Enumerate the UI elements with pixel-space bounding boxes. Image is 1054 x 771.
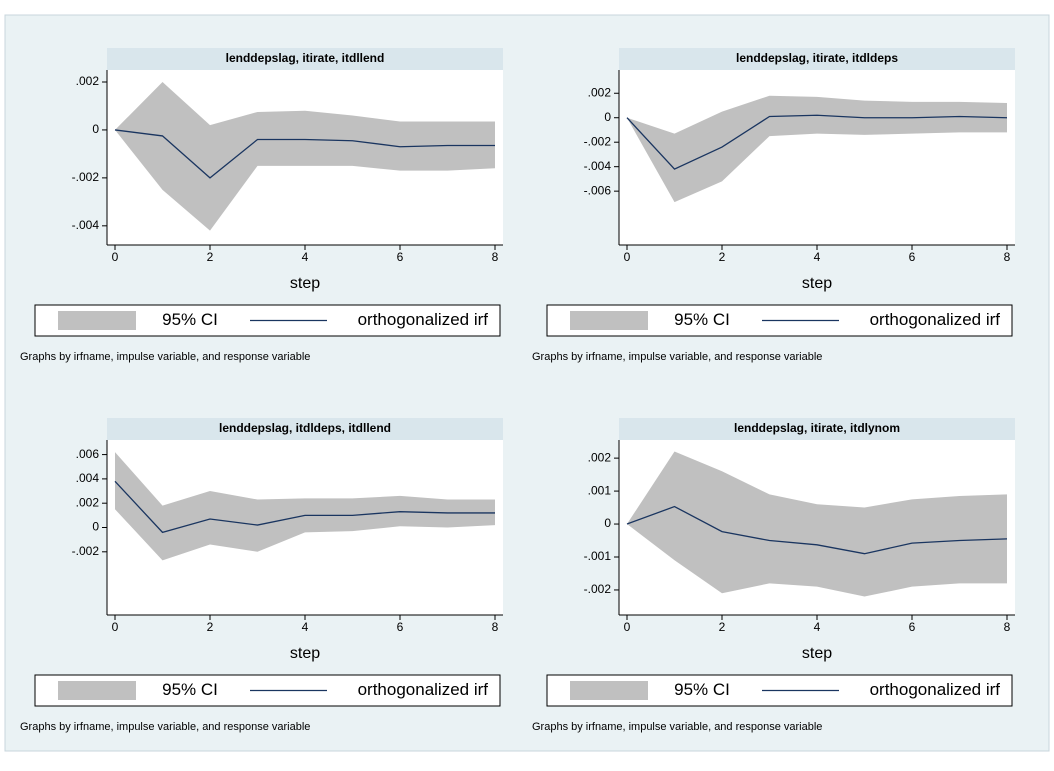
x-tick-label: 6 xyxy=(909,620,916,634)
panel-strip xyxy=(619,418,1015,440)
ci-band xyxy=(115,81,495,231)
x-tick-label: 4 xyxy=(814,620,821,634)
panel-strip xyxy=(107,48,503,70)
x-tick-label: 2 xyxy=(719,620,726,634)
y-tick-label: .002 xyxy=(76,495,100,509)
x-tick-label: 8 xyxy=(492,620,499,634)
x-axis-label: step xyxy=(802,275,832,292)
x-tick-label: 8 xyxy=(1004,250,1011,264)
panel-title: lenddepslag, itirate, itdlynom xyxy=(734,421,900,435)
legend-label: orthogonalized irf xyxy=(870,680,1001,699)
ci-band xyxy=(115,452,495,561)
legend-label: orthogonalized irf xyxy=(358,680,489,699)
y-tick-label: .002 xyxy=(588,450,612,464)
y-tick-label: .002 xyxy=(588,85,612,99)
y-tick-label: .002 xyxy=(76,74,100,88)
x-tick-label: 0 xyxy=(112,620,119,634)
y-tick-label: .001 xyxy=(588,483,612,497)
x-tick-label: 0 xyxy=(112,250,119,264)
y-tick-label: -.002 xyxy=(584,134,612,148)
x-tick-label: 8 xyxy=(492,250,499,264)
y-tick-label: 0 xyxy=(92,520,99,534)
x-tick-label: 2 xyxy=(207,620,214,634)
x-tick-label: 6 xyxy=(909,250,916,264)
panel-strip xyxy=(619,48,1015,70)
y-tick-label: -.002 xyxy=(584,582,612,596)
x-tick-label: 0 xyxy=(624,620,631,634)
y-tick-label: .004 xyxy=(76,471,100,485)
legend-label: orthogonalized irf xyxy=(358,310,489,329)
y-tick-label: -.006 xyxy=(584,183,612,197)
x-tick-label: 2 xyxy=(207,250,214,264)
note: Graphs by irfname, impulse variable, and… xyxy=(20,351,310,363)
y-tick-label: -.004 xyxy=(584,159,612,173)
x-tick-label: 2 xyxy=(719,250,726,264)
note: Graphs by irfname, impulse variable, and… xyxy=(532,721,822,733)
irf-line xyxy=(114,129,495,179)
note: Graphs by irfname, impulse variable, and… xyxy=(20,721,310,733)
irf-line xyxy=(626,505,1008,555)
legend-label: 95% CI xyxy=(674,680,730,699)
legend-label: 95% CI xyxy=(162,310,218,329)
y-tick-label: -.002 xyxy=(72,544,100,558)
irf-line xyxy=(626,114,1008,170)
legend-swatch xyxy=(58,681,136,700)
note: Graphs by irfname, impulse variable, and… xyxy=(532,351,822,363)
x-axis-label: step xyxy=(290,645,320,662)
legend-label: 95% CI xyxy=(674,310,730,329)
legend-label: 95% CI xyxy=(162,680,218,699)
irf-line xyxy=(114,480,495,534)
x-tick-label: 4 xyxy=(302,250,309,264)
x-tick-label: 8 xyxy=(1004,620,1011,634)
panel-title: lenddepslag, itirate, itdllend xyxy=(226,51,385,65)
y-tick-label: 0 xyxy=(604,110,611,124)
legend-swatch xyxy=(58,311,136,330)
x-tick-label: 4 xyxy=(302,620,309,634)
y-tick-label: -.002 xyxy=(72,170,100,184)
ci-band xyxy=(627,451,1007,597)
y-tick-label: 0 xyxy=(604,516,611,530)
legend-label: orthogonalized irf xyxy=(870,310,1001,329)
x-axis-label: step xyxy=(290,275,320,292)
y-tick-label: 0 xyxy=(92,122,99,136)
y-tick-label: -.004 xyxy=(72,218,100,232)
x-tick-label: 4 xyxy=(814,250,821,264)
y-tick-label: -.001 xyxy=(584,549,612,563)
x-axis-label: step xyxy=(802,645,832,662)
panel-title: lenddepslag, itdldeps, itdllend xyxy=(219,421,391,435)
panel-strip xyxy=(107,418,503,440)
y-tick-label: .006 xyxy=(76,447,100,461)
legend-swatch xyxy=(570,681,648,700)
panel-title: lenddepslag, itirate, itdldeps xyxy=(736,51,898,65)
legend-swatch xyxy=(570,311,648,330)
x-tick-label: 0 xyxy=(624,250,631,264)
ci-band xyxy=(627,95,1007,203)
x-tick-label: 6 xyxy=(397,250,404,264)
x-tick-label: 6 xyxy=(397,620,404,634)
